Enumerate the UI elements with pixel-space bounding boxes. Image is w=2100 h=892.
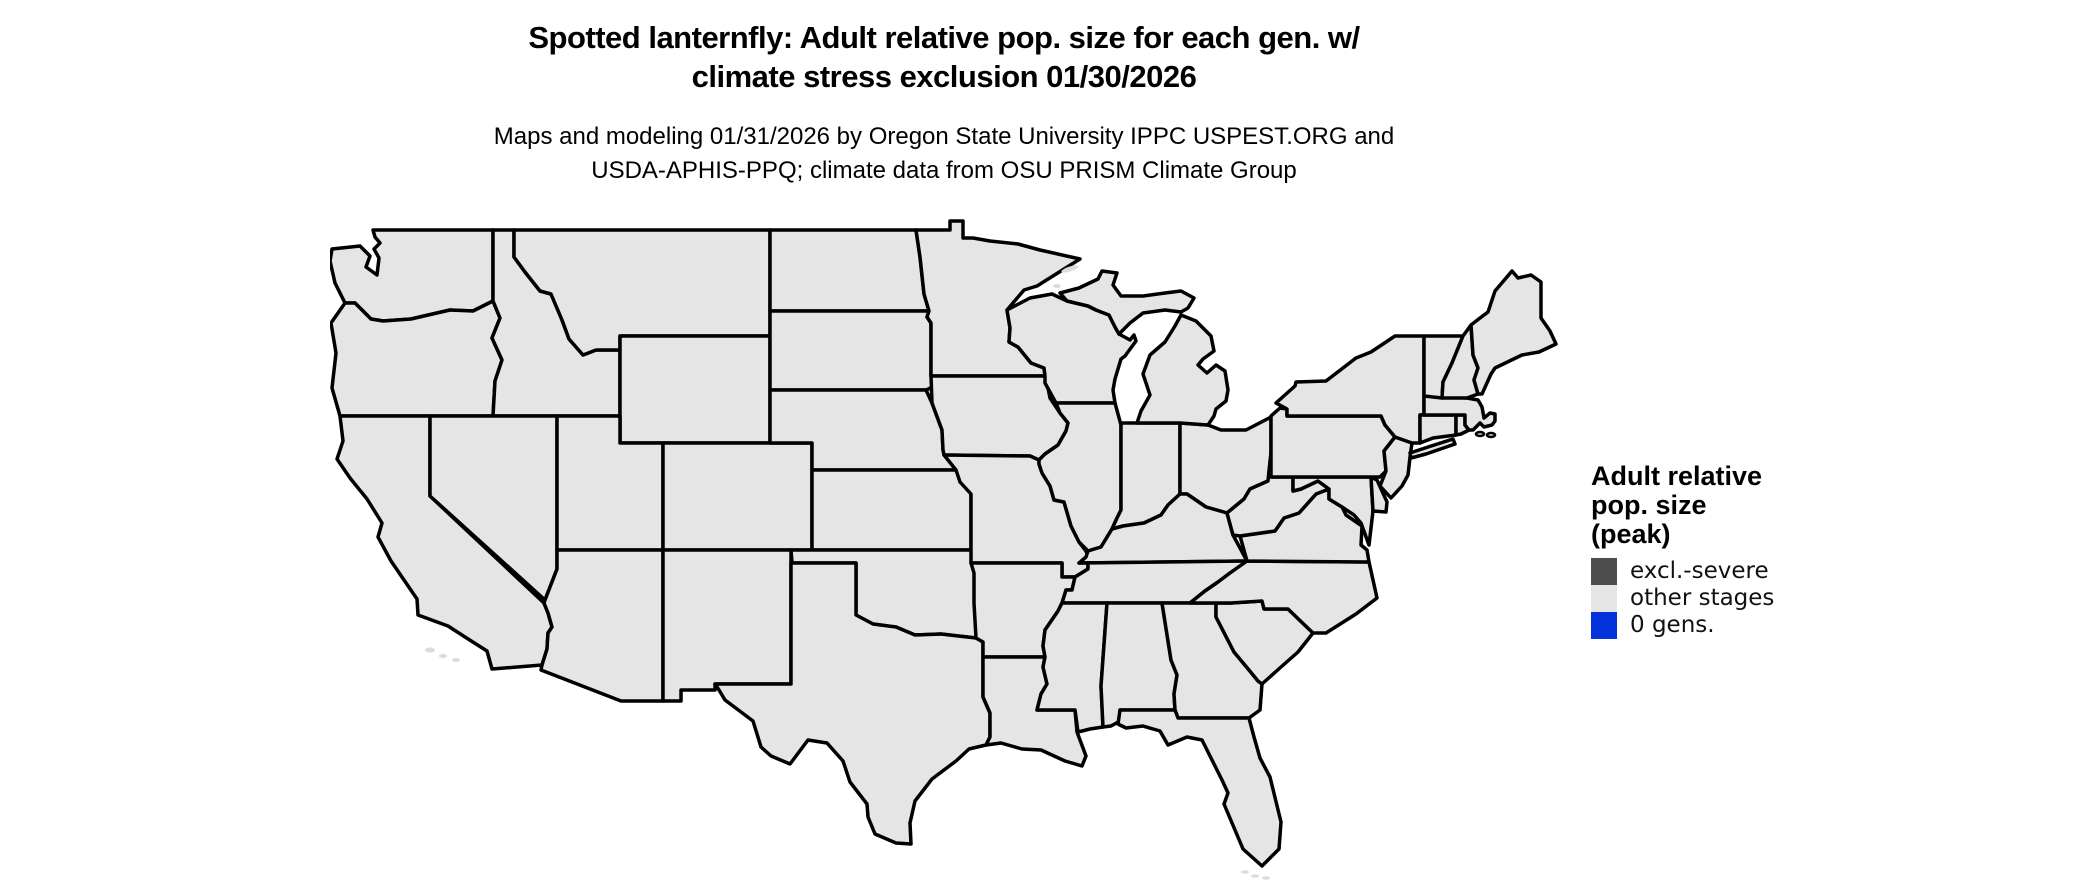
legend-label: 0 gens. <box>1630 612 1715 638</box>
state-new-mexico <box>661 548 793 703</box>
page-title: Spotted lanternfly: Adult relative pop. … <box>0 18 1888 96</box>
legend: Adult relative pop. size (peak) excl.-se… <box>1591 462 1891 639</box>
isle-royale-island <box>1061 265 1079 273</box>
marthas-vineyard-island <box>1474 430 1486 438</box>
florida-key <box>1251 874 1259 878</box>
legend-swatch-0-gens <box>1591 612 1617 639</box>
state-pennsylvania <box>1269 406 1397 479</box>
state-colorado <box>661 441 814 552</box>
us-states-map <box>330 213 1570 888</box>
us-states-map-svg <box>330 219 1558 880</box>
islands-group <box>425 265 1497 880</box>
page-subtitle-line2: USDA-APHIS-PPQ; climate data from OSU PR… <box>591 157 1297 184</box>
page-title-line2: climate stress exclusion 01/30/2026 <box>691 59 1197 94</box>
legend-items: excl.-severe other stages 0 gens. <box>1591 558 1891 639</box>
channel-island <box>425 647 435 653</box>
page-subtitle-line1: Maps and modeling 01/31/2026 by Oregon S… <box>493 123 1395 150</box>
apostle-island <box>1053 284 1061 288</box>
state-wyoming <box>618 334 772 445</box>
state-texas <box>713 561 992 846</box>
state-maine <box>1469 269 1558 396</box>
legend-title: Adult relative pop. size (peak) <box>1591 462 1891 549</box>
state-michigan-upper <box>1058 269 1196 336</box>
state-north-dakota <box>768 228 931 313</box>
state-north-carolina <box>1188 559 1379 635</box>
state-new-york-long-island <box>1408 437 1457 460</box>
state-south-dakota <box>768 309 937 392</box>
state-michigan-lower <box>1135 313 1230 427</box>
state-new-york <box>1274 334 1426 445</box>
state-new-jersey <box>1378 435 1414 500</box>
state-delaware <box>1369 475 1389 514</box>
states-group <box>330 219 1558 868</box>
state-kansas <box>810 468 973 552</box>
state-oregon <box>330 299 504 418</box>
legend-row: other stages <box>1591 585 1891 612</box>
florida-key <box>1241 870 1249 874</box>
state-massachusetts <box>1422 394 1497 432</box>
channel-island <box>439 654 447 658</box>
legend-swatch-excl-severe <box>1591 558 1617 585</box>
legend-title-line1: Adult relative <box>1591 461 1763 491</box>
legend-row: 0 gens. <box>1591 612 1891 639</box>
legend-swatch-other-stages <box>1591 585 1617 612</box>
page-title-line1: Spotted lanternfly: Adult relative pop. … <box>528 20 1360 55</box>
legend-label: excl.-severe <box>1630 558 1769 584</box>
legend-title-line3: (peak) <box>1591 519 1671 549</box>
channel-island <box>452 658 460 662</box>
state-florida <box>1116 708 1283 868</box>
page-subtitle: Maps and modeling 01/31/2026 by Oregon S… <box>0 120 1888 188</box>
legend-title-line2: pop. size <box>1591 490 1707 520</box>
state-arizona <box>539 548 665 703</box>
legend-label: other stages <box>1630 585 1775 611</box>
nantucket-island <box>1485 431 1497 439</box>
florida-key <box>1262 876 1270 880</box>
legend-row: excl.-severe <box>1591 558 1891 585</box>
